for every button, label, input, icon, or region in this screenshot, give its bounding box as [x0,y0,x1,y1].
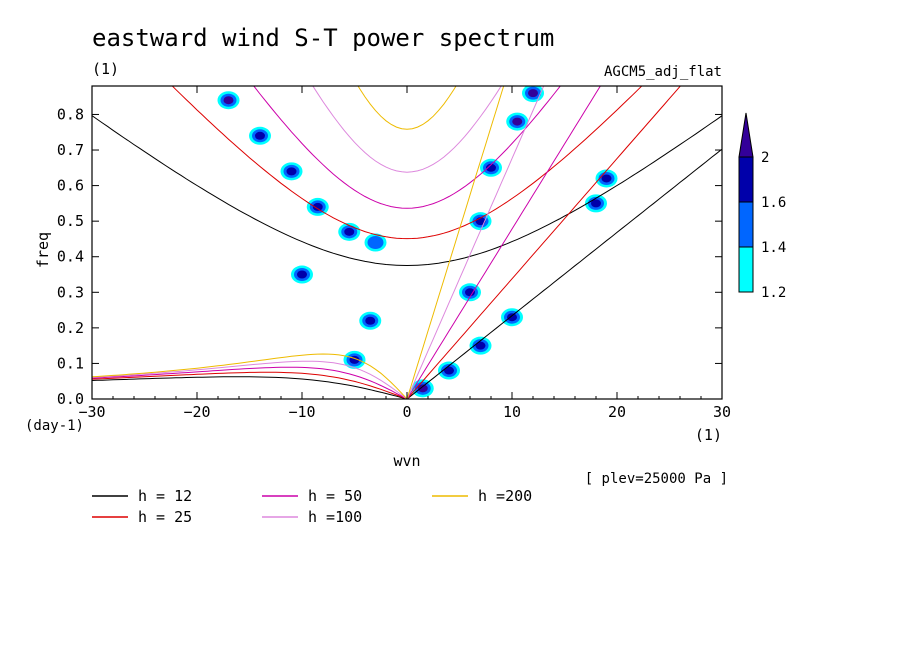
gravity-curve-h100 [312,86,502,173]
y-tick-label: 0.8 [57,105,84,123]
contour-peak-core [223,96,234,105]
legend-label: h = 50 [308,487,362,505]
y-tick-label: 0.1 [57,354,84,372]
contour-peak-core [465,288,475,297]
gravity-curve-h12 [92,115,722,267]
colorbar: 1.2 1.4 1.6 2 [738,112,786,301]
contour-peak-core [601,174,612,183]
legend-label: h =100 [308,508,362,526]
x-axis: −30 −20 −10 0 10 20 30 [78,86,731,421]
contour-peak-core [512,117,523,126]
y-axis-label: freq [34,232,52,268]
kelvin-curve-h100 [406,86,545,399]
model-label: AGCM5_adj_flat [604,64,722,80]
y-tick-label: 0.6 [57,177,84,195]
y-tick-label: 0.3 [57,283,84,301]
legend-label: h = 12 [138,487,192,505]
rossby-curve-h200 [92,353,408,399]
rossby-curve-h25 [92,371,408,399]
contour-peak-core [475,341,486,350]
y-tick-label: 0.0 [57,390,84,408]
y-tick-label: 0.2 [57,319,84,337]
colorbar-label: 1.4 [761,240,786,256]
gravity-curve-h200 [357,86,457,130]
colorbar-segment [738,246,754,293]
x-tick-label: −20 [183,403,210,421]
gravity-curve-h50 [253,86,561,209]
title-units: (1) [92,60,119,78]
y-axis: 0.0 0.1 0.2 0.3 0.4 0.5 0.6 0.7 0.8 [57,105,722,408]
x-tick-label: −10 [288,403,315,421]
gravity-curve-h25 [171,86,643,240]
contour-peak-core [286,167,297,176]
x-tick-label: −30 [78,403,105,421]
plot-frame [91,85,723,400]
contour-peak-core [344,227,355,236]
legend-label: h = 25 [138,508,192,526]
kelvin-curve-h12 [406,148,722,399]
contour-peak-core [444,366,454,375]
contour-peak-core [370,238,381,247]
kelvin-curve-h50 [406,86,601,399]
colorbar-label: 2 [761,150,769,166]
rossby-curve-h100 [92,360,408,399]
spectral-power-contours [217,86,618,398]
colorbar-segment [738,156,754,203]
y-axis-unit: (day-1) [25,418,84,434]
contour-peak-core [312,202,323,211]
contour-peak-core [528,89,538,98]
colorbar-label: 1.2 [761,285,786,301]
colorbar-segment [738,201,754,248]
pressure-level-note: [ plev=25000 Pa ] [585,471,728,487]
contour-peak-core [507,313,517,322]
x-tick-label: 20 [608,403,626,421]
x-tick-label: 30 [713,403,731,421]
x-axis-label: wvn [393,452,420,470]
kelvin-curve-h25 [406,86,682,399]
colorbar-overflow [738,112,754,158]
contour-peak-core [297,270,307,279]
contour-peak-core [486,163,496,172]
contour-peak-core [365,316,376,325]
contour-peak-core [255,131,265,140]
x-axis-unit: (1) [695,426,722,444]
kelvin-curve-h200 [406,86,505,399]
y-tick-label: 0.7 [57,141,84,159]
dispersion-curves [92,86,722,399]
contour-peak-core [417,384,428,393]
chart-title: eastward wind S-T power spectrum [92,24,554,52]
rossby-curve-h50 [92,366,408,399]
colorbar-label: 1.6 [761,195,786,211]
contour-peak-core [591,199,601,208]
x-tick-label: 10 [503,403,521,421]
rossby-curve-h12 [92,376,408,399]
legend-label: h =200 [478,487,532,505]
y-tick-label: 0.5 [57,212,84,230]
legend: h = 12 h = 25 h = 50 h =100 h =200 [92,487,532,526]
y-tick-label: 0.4 [57,248,84,266]
x-tick-label: 0 [402,403,411,421]
